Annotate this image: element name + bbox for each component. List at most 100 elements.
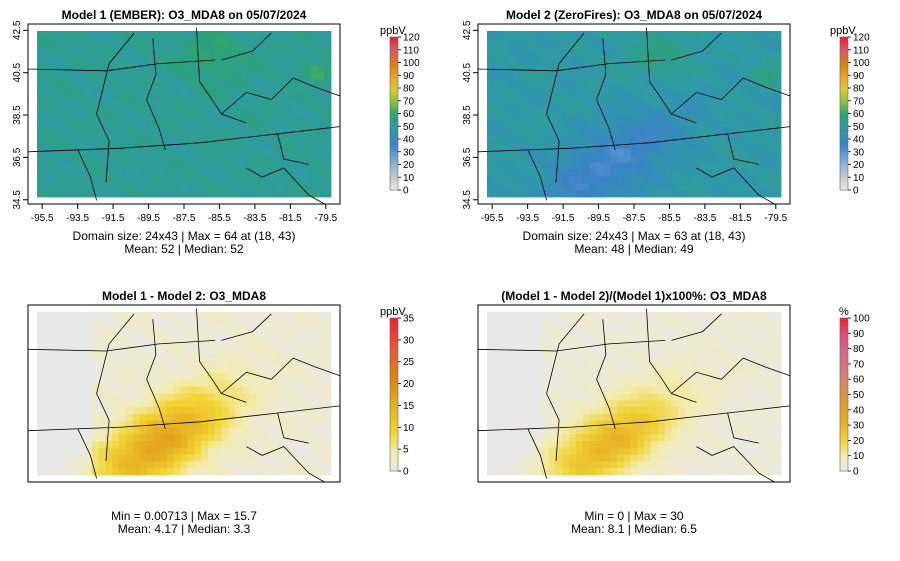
state-boundary: [671, 357, 791, 394]
state-boundary: [146, 38, 166, 151]
heatmap-cell: [112, 366, 120, 374]
heatmap-cell: [657, 114, 666, 122]
heatmap-cell: [160, 44, 168, 53]
heatmap-cell: [276, 318, 284, 326]
heatmap-cell: [671, 79, 679, 87]
heatmap-cell: [37, 393, 45, 401]
heatmap-cell: [487, 318, 495, 326]
heatmap-cell: [760, 100, 768, 108]
heatmap-cell: [712, 148, 720, 156]
heatmap-cell: [248, 325, 257, 333]
heatmap-cell: [71, 386, 79, 394]
heatmap-cell: [493, 100, 502, 108]
heatmap-cell: [160, 461, 168, 469]
heatmap-cell: [500, 79, 508, 87]
heatmap-cell: [733, 441, 741, 449]
heatmap-cell: [616, 44, 625, 53]
heatmap-cell: [630, 44, 638, 53]
heatmap-cell: [685, 176, 693, 184]
colorbar-segment: [390, 80, 398, 84]
heatmap-cell: [575, 434, 584, 442]
heatmap-cell: [276, 461, 284, 469]
heatmap-cell: [50, 386, 58, 394]
heatmap-cell: [317, 352, 325, 360]
heatmap-cell: [153, 325, 161, 333]
heatmap-cell: [221, 31, 229, 39]
heatmap-cell: [616, 434, 625, 442]
heatmap-cell: [582, 51, 590, 60]
heatmap-cell: [71, 366, 79, 374]
heatmap-cell: [664, 373, 673, 381]
heatmap-cell: [84, 441, 93, 449]
heatmap-cell: [43, 134, 52, 143]
heatmap-cell: [616, 169, 625, 177]
heatmap-cell: [78, 37, 86, 46]
heatmap-cell: [64, 155, 72, 163]
heatmap-cell: [132, 454, 140, 462]
heatmap-cell: [91, 386, 99, 394]
heatmap-cell: [575, 332, 584, 340]
heatmap-cell: [180, 393, 188, 401]
heatmap-cell: [692, 58, 700, 66]
heatmap-cell: [201, 65, 209, 73]
heatmap-cell: [112, 339, 120, 347]
colorbar-segment: [390, 343, 398, 347]
colorbar-segment: [390, 177, 398, 181]
state-boundary: [196, 27, 247, 124]
heatmap-cell: [324, 155, 332, 163]
heatmap-cell: [255, 332, 264, 340]
heatmap-cell: [500, 318, 508, 326]
colorbar-segment: [840, 414, 848, 418]
heatmap-cell: [160, 190, 168, 198]
heatmap-cell: [105, 447, 113, 456]
heatmap-cell: [228, 183, 236, 191]
heatmap-cell: [664, 441, 673, 449]
heatmap-cell: [712, 72, 720, 80]
colorbar-segment: [390, 123, 398, 127]
heatmap-cell: [753, 400, 761, 408]
heatmap-cell: [187, 332, 195, 340]
heatmap-cell: [262, 86, 270, 94]
heatmap-cell: [132, 141, 140, 149]
heatmap-cell: [562, 407, 570, 415]
heatmap-cell: [582, 359, 590, 367]
heatmap-cell: [166, 93, 175, 101]
heatmap-cell: [37, 100, 45, 108]
colorbar-segment: [840, 409, 848, 413]
heatmap-cell: [541, 318, 549, 326]
heatmap-cell: [548, 461, 556, 469]
heatmap-cell: [644, 183, 652, 191]
heatmap-cell: [187, 31, 195, 39]
heatmap-cell: [57, 454, 65, 462]
heatmap-cell: [534, 65, 543, 73]
heatmap-cell: [296, 37, 305, 46]
heatmap-cell: [562, 44, 570, 53]
heatmap-cell: [91, 441, 99, 449]
colorbar-segment: [390, 450, 398, 454]
heatmap-cell: [125, 420, 134, 428]
heatmap-cell: [228, 420, 236, 428]
heatmap-cell: [487, 114, 495, 122]
heatmap-cell: [84, 386, 93, 394]
heatmap-cell: [719, 454, 727, 462]
heatmap-cell: [37, 72, 45, 80]
heatmap-cell: [774, 420, 782, 428]
heatmap-cell: [719, 386, 727, 394]
heatmap-cell: [180, 190, 188, 198]
heatmap-cell: [623, 359, 631, 367]
state-boundary: [96, 313, 135, 461]
heatmap-cell: [541, 190, 549, 198]
heatmap-cell: [78, 134, 86, 143]
heatmap-cell: [296, 120, 305, 129]
heatmap-cell: [50, 120, 58, 129]
heatmap-cell: [616, 325, 625, 333]
heatmap-cell: [153, 58, 161, 66]
heatmap-cell: [262, 454, 270, 462]
heatmap-cell: [575, 379, 584, 388]
heatmap-cell: [630, 72, 638, 80]
heatmap-cell: [91, 400, 99, 408]
heatmap-cell: [132, 134, 140, 143]
heatmap-cell: [760, 114, 768, 122]
heatmap-cell: [37, 441, 45, 449]
heatmap-cell: [91, 454, 99, 462]
